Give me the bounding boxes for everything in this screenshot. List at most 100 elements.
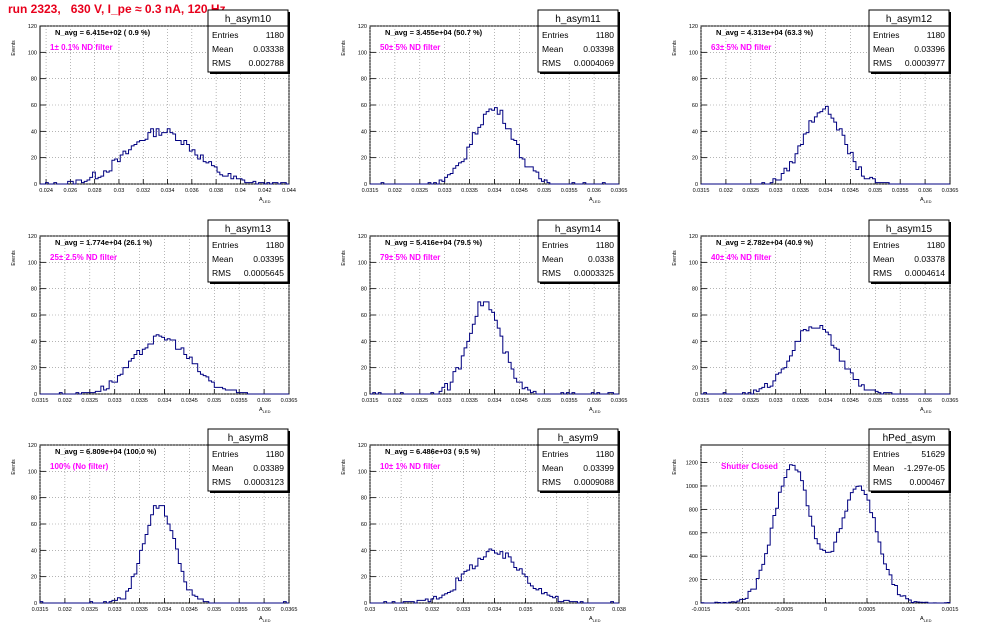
x-tick-label: 0.0345 xyxy=(511,398,528,404)
y-tick-label: 100 xyxy=(28,260,37,266)
navg-label: N_avg = 5.416e+04 (79.5 %) xyxy=(385,238,483,247)
stats-label-mean: Mean xyxy=(542,254,564,264)
y-tick-label: 20 xyxy=(31,575,37,581)
x-tick-label: 0.0355 xyxy=(231,398,248,404)
y-tick-label: 80 xyxy=(31,287,37,293)
x-tick-label: 0.0325 xyxy=(411,398,428,404)
x-tick-label: 0.032 xyxy=(58,607,72,613)
y-tick-label: 0 xyxy=(364,601,367,607)
x-tick-label: 0.0365 xyxy=(942,188,959,194)
y-tick-label: 80 xyxy=(692,77,698,83)
histogram-name: h_asym15 xyxy=(886,224,933,235)
y-tick-label: 20 xyxy=(692,156,698,162)
stats-label-mean: Mean xyxy=(212,44,234,54)
stats-label-rms: RMS xyxy=(873,268,892,278)
x-tick-label: 0.036 xyxy=(918,188,932,194)
y-tick-label: 120 xyxy=(28,234,37,240)
y-tick-label: 60 xyxy=(361,103,367,109)
y-tick-label: 20 xyxy=(361,156,367,162)
navg-label: N_avg = 6.809e+04 (100.0 %) xyxy=(55,447,157,456)
histogram-panel-h_asym9: 0.03 0.031 0.032 0.033 0.034 0.035 0.036 0.037 0… xyxy=(341,428,626,622)
x-tick-label: 0.0355 xyxy=(561,398,578,404)
x-tick-label: 0.024 xyxy=(39,188,53,194)
histogram-panel-h_asym15: 0.0315 0.032 0.0325 0.033 0.0335 0.034 0.0345 0… xyxy=(672,219,958,414)
histogram-panel-h_asym8: 0.0315 0.032 0.0325 0.033 0.0335 0.034 0.0345 0… xyxy=(11,428,297,622)
y-axis-label: Events xyxy=(672,250,678,266)
stats-box xyxy=(537,9,619,73)
histogram-panel-h_asym13: 0.0315 0.032 0.0325 0.033 0.0335 0.034 0.0345 0… xyxy=(11,219,298,414)
stats-label-mean: Mean xyxy=(873,463,895,473)
y-axis-label: Events xyxy=(11,250,17,266)
x-tick-label: 0.033 xyxy=(438,398,452,404)
histogram-panel-h_asym12: 0.0315 0.032 0.0325 0.033 0.0335 0.034 0.0345 0… xyxy=(672,9,959,204)
x-axis-subscript: LED xyxy=(593,618,601,622)
x-tick-label: 0.0355 xyxy=(561,188,578,194)
y-tick-label: 800 xyxy=(689,507,698,513)
stats-label-entries: Entries xyxy=(873,30,899,40)
x-tick-label: 0.042 xyxy=(258,188,272,194)
y-tick-label: 120 xyxy=(689,24,698,30)
x-tick-label: 0.0335 xyxy=(131,398,148,404)
x-tick-label: 0.0325 xyxy=(411,188,428,194)
stats-value-entries: 1180 xyxy=(596,240,615,250)
histogram-line xyxy=(370,301,619,395)
x-axis-label: ALED xyxy=(589,407,601,414)
filter-annotation: 100% (No filter) xyxy=(50,462,109,471)
x-axis-label: ALED xyxy=(589,197,601,204)
x-tick-label: 0.032 xyxy=(136,188,150,194)
x-tick-label: 0.034 xyxy=(819,398,833,404)
stats-label-entries: Entries xyxy=(873,449,899,459)
x-tick-label: 0.0345 xyxy=(181,607,198,613)
x-axis-label: ALED xyxy=(920,616,932,622)
stats-value-entries: 51629 xyxy=(921,449,945,459)
y-tick-label: 20 xyxy=(361,575,367,581)
stats-value-mean: 0.03399 xyxy=(583,463,614,473)
histogram-line xyxy=(701,325,950,395)
stats-label-mean: Mean xyxy=(873,44,895,54)
y-tick-label: 40 xyxy=(692,129,698,135)
y-tick-label: 40 xyxy=(692,339,698,345)
y-tick-label: 20 xyxy=(31,156,37,162)
x-axis-label: ALED xyxy=(920,407,932,414)
navg-label: N_avg = 4.313e+04 (63.3 %) xyxy=(716,28,814,37)
stats-label-mean: Mean xyxy=(542,44,564,54)
x-axis-subscript: LED xyxy=(593,199,601,204)
x-tick-label: 0.0365 xyxy=(611,188,628,194)
stats-value-entries: 1180 xyxy=(266,30,285,40)
x-axis-subscript: LED xyxy=(924,409,932,414)
stats-label-rms: RMS xyxy=(873,58,892,68)
y-tick-label: 120 xyxy=(28,443,37,449)
y-tick-label: 40 xyxy=(361,129,367,135)
y-tick-label: 0 xyxy=(364,392,367,398)
stats-label-rms: RMS xyxy=(212,58,231,68)
y-tick-label: 120 xyxy=(358,443,367,449)
histogram-name: hPed_asym xyxy=(883,433,936,444)
x-tick-label: 0.036 xyxy=(587,398,601,404)
y-tick-label: 100 xyxy=(358,260,367,266)
y-tick-label: 60 xyxy=(692,103,698,109)
y-tick-label: 0 xyxy=(695,392,698,398)
x-tick-label: 0.0365 xyxy=(281,398,298,404)
x-tick-label: 0.036 xyxy=(257,607,271,613)
y-tick-label: 600 xyxy=(689,531,698,537)
stats-label-mean: Mean xyxy=(212,254,234,264)
stats-value-entries: 1180 xyxy=(596,449,615,459)
histogram-name: h_asym12 xyxy=(886,14,933,25)
stats-value-mean: 0.03398 xyxy=(583,44,614,54)
x-tick-label: -0.0005 xyxy=(775,607,794,613)
x-tick-label: 0.0325 xyxy=(742,188,759,194)
x-tick-label: 0.0325 xyxy=(81,607,98,613)
stats-label-rms: RMS xyxy=(212,477,231,487)
stats-box xyxy=(868,428,950,492)
x-tick-label: 0.032 xyxy=(719,188,733,194)
histogram-line xyxy=(39,505,289,604)
stats-value-entries: 1180 xyxy=(266,240,285,250)
x-tick-label: 0.035 xyxy=(207,398,221,404)
histogram-line xyxy=(40,334,289,395)
y-tick-label: 20 xyxy=(692,366,698,372)
x-tick-label: 0.032 xyxy=(719,398,733,404)
stats-value-mean: 0.03389 xyxy=(253,463,284,473)
stats-value-mean: 0.03338 xyxy=(253,44,284,54)
x-axis-subscript: LED xyxy=(263,199,271,204)
